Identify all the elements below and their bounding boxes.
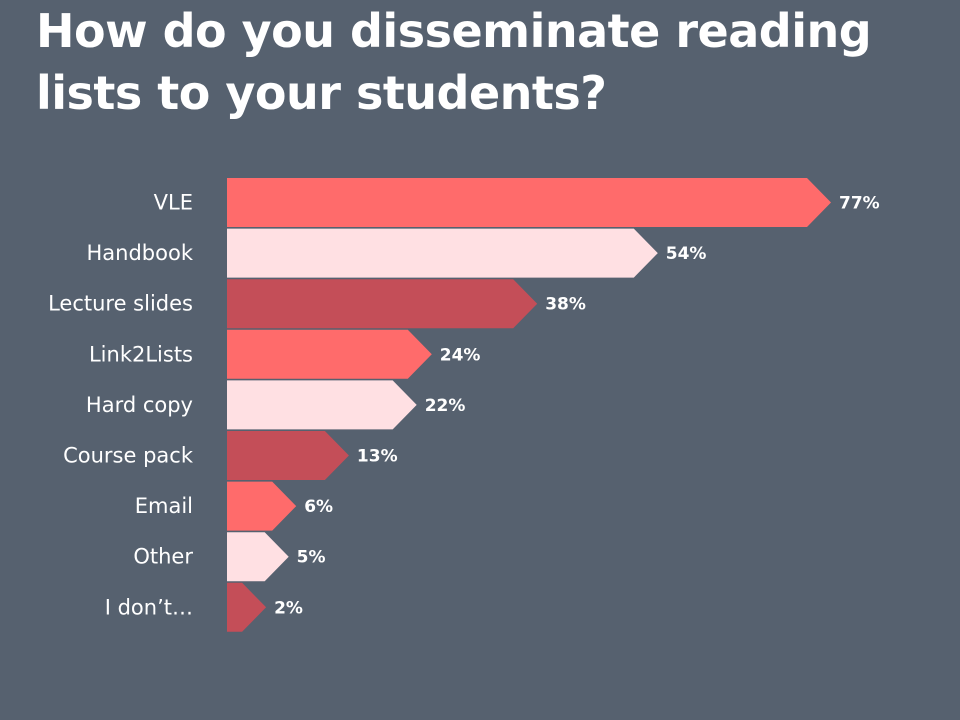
value-label-2: 38% [545,295,586,315]
value-label-0: 77% [839,194,880,214]
category-label-4: Hard copy [86,393,193,417]
category-label-6: Email [135,494,193,518]
value-label-8: 2% [274,598,303,618]
value-label-4: 22% [425,396,466,416]
bar-0 [227,178,831,227]
bar-1 [227,228,658,278]
value-label-6: 6% [304,497,333,517]
value-label-7: 5% [297,548,326,568]
category-label-8: I don’t… [105,595,193,619]
bar-2 [227,279,538,329]
value-label-3: 24% [440,345,481,365]
category-label-5: Course pack [63,444,194,468]
category-label-0: VLE [154,191,193,215]
category-label-1: Handbook [87,241,194,265]
category-label-3: Link2Lists [89,342,193,366]
value-label-1: 54% [666,244,707,264]
bar-7 [227,532,289,582]
bar-4 [227,380,417,430]
bar-8 [227,582,267,632]
value-label-5: 13% [357,447,398,467]
chart-title: How do you disseminate reading lists to … [36,4,872,120]
bar-6 [227,481,297,531]
bar-3 [227,329,432,379]
bar-5 [227,431,349,480]
category-label-7: Other [133,545,193,569]
category-label-2: Lecture slides [48,292,193,316]
